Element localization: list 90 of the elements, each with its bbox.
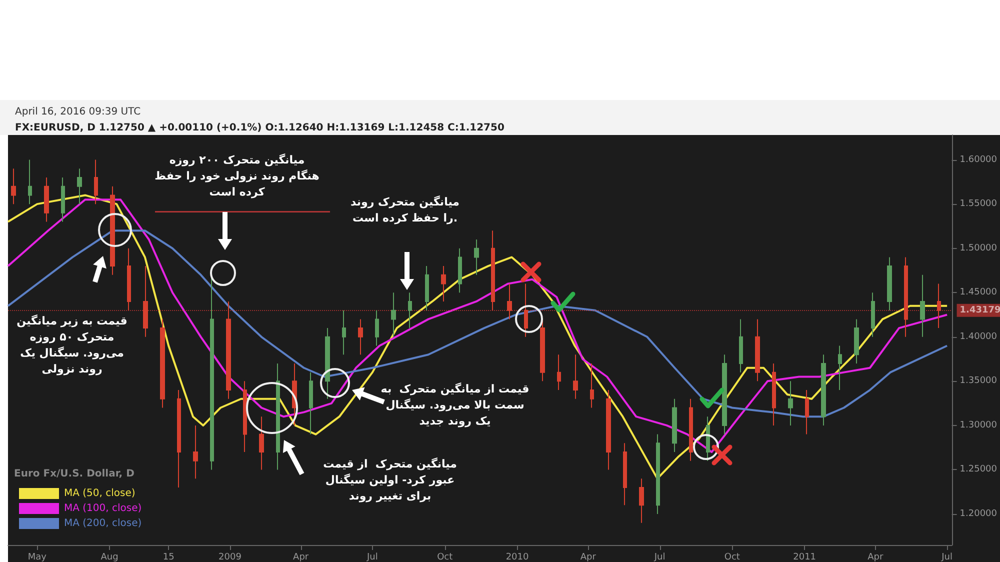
candlestick (28, 159, 32, 205)
candlestick (358, 318, 363, 356)
x-tick-label: Apr (868, 552, 884, 562)
candlestick (441, 266, 446, 302)
x-tick-label: 2009 (218, 552, 242, 562)
y-tick-label: 1.40000 (960, 332, 998, 342)
x-tick-label: Jul (940, 552, 952, 562)
candlestick (276, 362, 280, 470)
x-tick-label: Aug (100, 552, 118, 562)
candlestick (309, 372, 313, 435)
candlestick (672, 398, 677, 453)
legend-label: MA (50, close) (64, 488, 136, 499)
candlestick (44, 177, 49, 222)
candlestick (474, 238, 479, 276)
candlestick (110, 186, 115, 276)
x-tick-label: 15 (162, 552, 174, 562)
y-tick-label: 1.25000 (960, 464, 998, 475)
x-tick-label: Apr (293, 552, 309, 562)
annotation: میانگین متحرک روند را حفظ کرده است. (350, 196, 460, 224)
x-tick-label: Apr (580, 552, 596, 562)
candlestick (342, 310, 346, 356)
legend-label: MA (100, close) (64, 503, 142, 514)
candlestick (259, 416, 264, 470)
ref-line-label: 1.43179 (960, 305, 1000, 316)
candlestick (391, 292, 396, 338)
candlestick (706, 416, 710, 462)
x-tick-label: Oct (724, 552, 740, 562)
candlestick (177, 390, 181, 488)
candlestick (540, 318, 545, 382)
chart-subtitle: FX:EURUSD, D 1.12750 ▲ +0.00110 (+0.1%) O:1.12640 H:1.13169 L:1.12458 C:1.12750 (15, 122, 504, 134)
y-tick-label: 1.20000 (960, 509, 998, 520)
candlestick (722, 354, 727, 435)
candlestick (739, 318, 743, 373)
candlestick (606, 390, 611, 470)
candlestick (904, 256, 908, 338)
candlestick (458, 248, 462, 294)
y-tick-label: 1.50000 (960, 243, 998, 254)
candlestick (871, 292, 875, 338)
candlestick (491, 230, 495, 311)
candlestick (425, 266, 429, 311)
candlestick (557, 354, 561, 391)
legend-label: MA (200, close) (64, 518, 142, 529)
x-tick-label: Jul (653, 552, 666, 562)
candlestick (507, 283, 512, 320)
candlestick (143, 266, 148, 338)
candlestick (325, 328, 330, 400)
candlestick (755, 318, 760, 382)
annotation: قیمت از میانگین متحرک به سمت بالا می‌رود. سیگنال یک روند جدید (380, 382, 530, 428)
y-tick-label: 1.60000 (960, 154, 998, 165)
candlestick (639, 478, 644, 524)
candlestick (590, 362, 594, 408)
candlestick (805, 390, 809, 435)
candlestick (61, 177, 65, 222)
y-tick-label: 1.55000 (960, 199, 998, 210)
candlestick (243, 380, 247, 453)
candlestick (623, 442, 627, 506)
candlestick (656, 434, 660, 515)
candlestick (94, 159, 98, 205)
candlestick (821, 354, 826, 426)
x-tick-label: Jul (366, 552, 378, 562)
candlestick (854, 318, 859, 364)
candlestick (375, 310, 379, 346)
legend-title: Euro Fx/U.S. Dollar, D (14, 468, 134, 480)
chart-title: April 16, 2016 09:39 UTC (15, 106, 141, 118)
candlestick (937, 283, 941, 329)
annotation: میانگین متحرک از قیمت عبور کرد- اولین سیگنال برای تغییر روند (323, 458, 457, 502)
candlestick (127, 248, 131, 311)
candlestick (408, 292, 412, 329)
candlestick (193, 424, 198, 480)
candlestick (772, 362, 776, 426)
x-tick-label: 2010 (506, 552, 530, 562)
candlestick (160, 318, 165, 408)
candlestick (920, 274, 925, 338)
x-tick-label: Oct (437, 552, 454, 562)
annotation: قیمت به زیر میانگین متحرک ۵۰ روزه می‌رود. سیگنال یک روند نزولی (16, 314, 128, 376)
y-tick-label: 1.30000 (960, 420, 998, 430)
y-tick-label: 1.35000 (960, 376, 998, 386)
candlestick (838, 345, 842, 391)
candlestick (887, 256, 892, 311)
candlestick (689, 398, 693, 462)
candlestick (226, 300, 231, 400)
y-tick-label: 1.45000 (960, 288, 998, 298)
candlestick (77, 168, 82, 205)
candlestick (524, 283, 528, 338)
candlestick (11, 168, 16, 205)
candlestick (573, 354, 578, 400)
x-tick-label: May (28, 552, 48, 562)
x-tick-label: 2011 (793, 552, 816, 562)
annotation: میانگین متحرک ۲۰۰ روزه هنگام روند نزولی خود را حفظ کرده است (154, 154, 320, 198)
candlestick (788, 380, 793, 426)
